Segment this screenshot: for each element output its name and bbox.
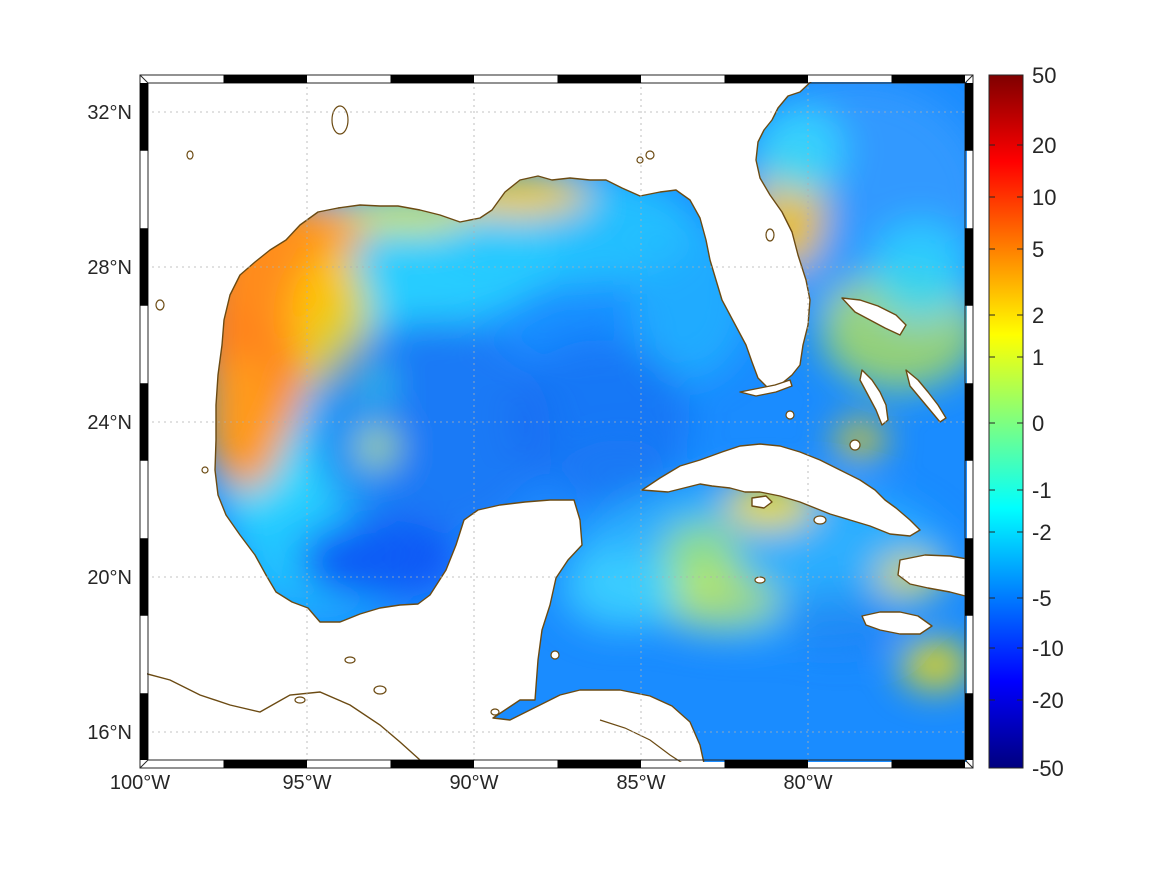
land-north-america	[147, 82, 812, 762]
frame-segment	[140, 83, 148, 151]
frame-segment	[223, 75, 307, 83]
field-blob	[300, 520, 460, 600]
frame-segment	[965, 383, 973, 461]
land-small-island	[155, 299, 165, 311]
frame-corner	[964, 759, 974, 769]
field-blob	[205, 350, 285, 490]
land-masses	[147, 82, 967, 762]
land-small-island	[636, 156, 644, 164]
frame-corner	[139, 74, 149, 84]
land-small-island	[344, 656, 356, 664]
latitude-tick-label: 20°N	[87, 567, 132, 589]
map-panel: 100°W 95°W 90°W 85°W 80°W 32°N 28°N 24°N 20°N 16…	[87, 74, 974, 794]
land-bahamas-andros	[859, 369, 889, 426]
frame-segment	[390, 760, 474, 768]
latitude-tick-labels: 32°N 28°N 24°N 20°N 16°N	[87, 102, 132, 744]
colorbar-tick-label: 2	[1032, 303, 1044, 328]
land-small-island	[765, 228, 775, 242]
colorbar-tick-label: -10	[1032, 636, 1064, 661]
colorbar-ramp	[988, 74, 1024, 769]
land-small-island	[201, 466, 209, 474]
longitude-tick-label: 100°W	[110, 772, 170, 794]
frame-segment	[724, 760, 808, 768]
frame-segment	[965, 693, 973, 760]
frame-corner	[139, 759, 149, 769]
longitude-tick-label: 85°W	[616, 772, 665, 794]
frame-segment	[965, 538, 973, 616]
land-small-island	[645, 150, 655, 160]
map-frame	[139, 74, 974, 769]
latitude-tick-label: 16°N	[87, 722, 132, 744]
colorbar-tick-label: 10	[1032, 185, 1056, 210]
land-small-island	[490, 708, 500, 716]
land-jamaica	[861, 611, 933, 635]
land-small-island	[550, 650, 560, 660]
land-small-island	[754, 576, 766, 584]
field-blob	[560, 550, 680, 630]
latitude-tick-label: 28°N	[87, 257, 132, 279]
colorbar-tick-label: -1	[1032, 478, 1052, 503]
frame-segment	[557, 75, 641, 83]
latitude-tick-label: 32°N	[87, 102, 132, 124]
frame-segment	[965, 83, 973, 151]
land-isla-juventud	[751, 495, 773, 509]
field-blob	[310, 320, 550, 540]
land-small-island	[186, 150, 194, 160]
longitude-tick-labels: 100°W 95°W 90°W 85°W 80°W	[110, 772, 833, 794]
land-small-island	[294, 696, 306, 704]
colorbar-tick-label: 0	[1032, 411, 1044, 436]
colorbar-tick-label: -2	[1032, 520, 1052, 545]
land-small-island	[331, 105, 349, 135]
longitude-tick-label: 80°W	[783, 772, 832, 794]
field-blob	[835, 422, 885, 458]
frame-segment	[390, 75, 474, 83]
land-small-island	[785, 410, 795, 420]
colorbar-tick-label: -50	[1032, 756, 1064, 781]
colorbar-tick-label: 20	[1032, 133, 1056, 158]
frame-corner	[964, 74, 974, 84]
land-florida-keys	[739, 379, 793, 397]
land-cuba	[641, 443, 921, 537]
colorbar-tick-label: 50	[1032, 63, 1056, 88]
frame-segment	[724, 75, 808, 83]
coast-honduras	[599, 719, 682, 762]
land-small-island	[373, 685, 387, 695]
land-small-island	[849, 439, 861, 451]
frame-segment	[140, 228, 148, 306]
frame-segment	[965, 228, 973, 306]
land-small-island	[813, 515, 827, 525]
colorbar-tick-label: 5	[1032, 237, 1044, 262]
frame-segment	[140, 538, 148, 616]
field-blob	[900, 640, 967, 690]
field-blob	[360, 429, 396, 465]
frame-segment	[140, 693, 148, 760]
frame-segment	[557, 760, 641, 768]
colorbar-tick-label: -20	[1032, 688, 1064, 713]
longitude-tick-label: 90°W	[449, 772, 498, 794]
field-blob	[755, 105, 845, 195]
frame-segment	[891, 75, 965, 83]
frame-segment	[223, 760, 307, 768]
field-blob	[368, 373, 392, 397]
field-blob	[660, 570, 780, 630]
frame-segment	[891, 760, 965, 768]
field-blob	[870, 220, 967, 320]
latitude-tick-label: 24°N	[87, 412, 132, 434]
frame-segment	[140, 383, 148, 461]
colorbar-tick-label: 1	[1032, 345, 1044, 370]
land-bahamas-abaco	[841, 297, 907, 336]
land-bahamas-eleuthera	[905, 369, 947, 423]
longitude-tick-label: 95°W	[282, 772, 331, 794]
coast-pacific-mexico	[147, 673, 424, 762]
land-hispaniola	[897, 554, 967, 598]
field-blob	[780, 590, 900, 650]
colorbar-tick-label: -5	[1032, 586, 1052, 611]
graticule	[147, 82, 967, 762]
